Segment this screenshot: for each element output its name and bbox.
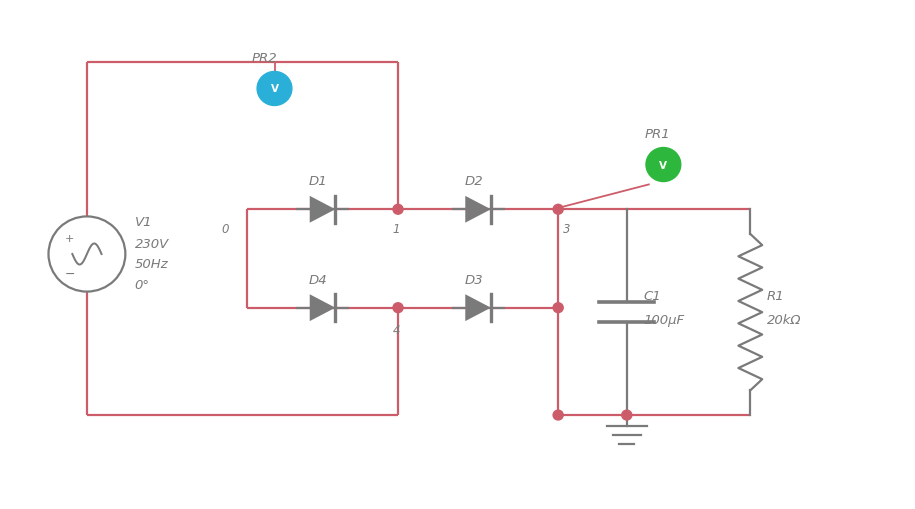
- Circle shape: [393, 303, 404, 313]
- Text: 20kΩ: 20kΩ: [767, 313, 802, 326]
- Text: +: +: [65, 234, 74, 244]
- Text: D1: D1: [309, 175, 328, 188]
- Text: 3: 3: [563, 222, 570, 235]
- Text: C1: C1: [643, 289, 661, 302]
- Circle shape: [257, 72, 292, 106]
- Circle shape: [621, 410, 631, 420]
- Text: D2: D2: [465, 175, 483, 188]
- Circle shape: [553, 205, 564, 215]
- Text: PR1: PR1: [645, 128, 671, 140]
- Text: V1: V1: [135, 216, 152, 229]
- Text: 50Hz: 50Hz: [135, 258, 168, 271]
- Circle shape: [393, 205, 404, 215]
- Text: V: V: [271, 84, 278, 94]
- Text: 1: 1: [393, 222, 400, 235]
- Text: 4: 4: [393, 323, 400, 336]
- Circle shape: [646, 148, 681, 182]
- Polygon shape: [466, 295, 490, 322]
- Text: R1: R1: [767, 289, 784, 302]
- Polygon shape: [309, 295, 336, 322]
- Text: D4: D4: [309, 273, 328, 286]
- Circle shape: [553, 303, 564, 313]
- Text: 230V: 230V: [135, 237, 168, 250]
- Text: 100μF: 100μF: [643, 313, 684, 326]
- Polygon shape: [466, 196, 490, 223]
- Text: PR2: PR2: [252, 51, 277, 65]
- Circle shape: [553, 410, 564, 420]
- Text: D3: D3: [465, 273, 483, 286]
- Text: −: −: [64, 268, 75, 280]
- Text: 0: 0: [221, 222, 229, 235]
- Text: 0°: 0°: [135, 278, 149, 292]
- Polygon shape: [309, 196, 336, 223]
- Text: V: V: [660, 160, 667, 170]
